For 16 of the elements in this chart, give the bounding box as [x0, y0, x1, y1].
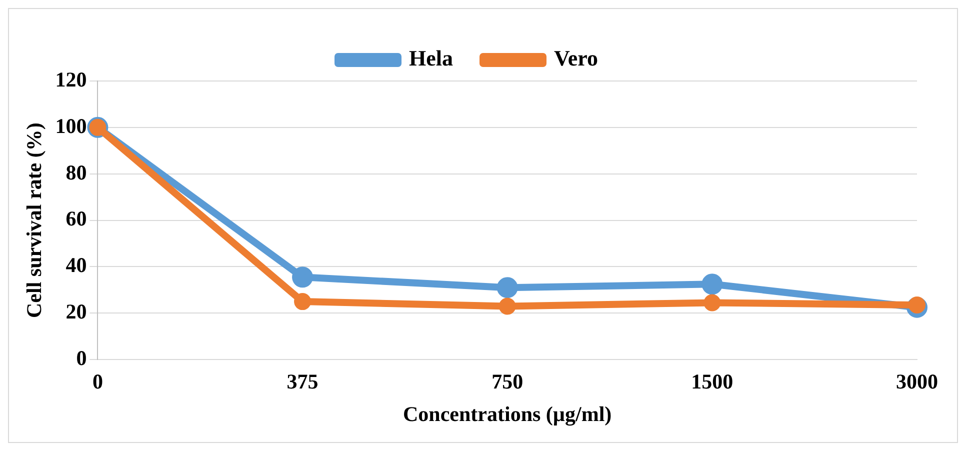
- x-tick-label: 3000: [896, 370, 938, 394]
- x-tick-label: 750: [492, 370, 524, 394]
- x-tick-label: 0: [92, 370, 103, 394]
- x-axis-title: Concentrations (µg/ml): [403, 402, 612, 426]
- y-tick-label: 120: [55, 67, 87, 92]
- x-tick-label: 375: [286, 370, 318, 394]
- y-tick-label: 60: [66, 206, 87, 231]
- x-tick-label: 1500: [691, 370, 734, 394]
- legend-label: Hela: [409, 46, 454, 71]
- y-tick-label: 40: [66, 253, 87, 278]
- y-tick-label: 100: [55, 114, 87, 138]
- y-axis-title: Cell survival rate (%): [22, 122, 46, 318]
- y-tick-label: 20: [66, 300, 87, 324]
- y-tick-label: 0: [76, 346, 87, 370]
- y-tick-label: 80: [66, 160, 87, 184]
- legend-label: Vero: [554, 46, 598, 71]
